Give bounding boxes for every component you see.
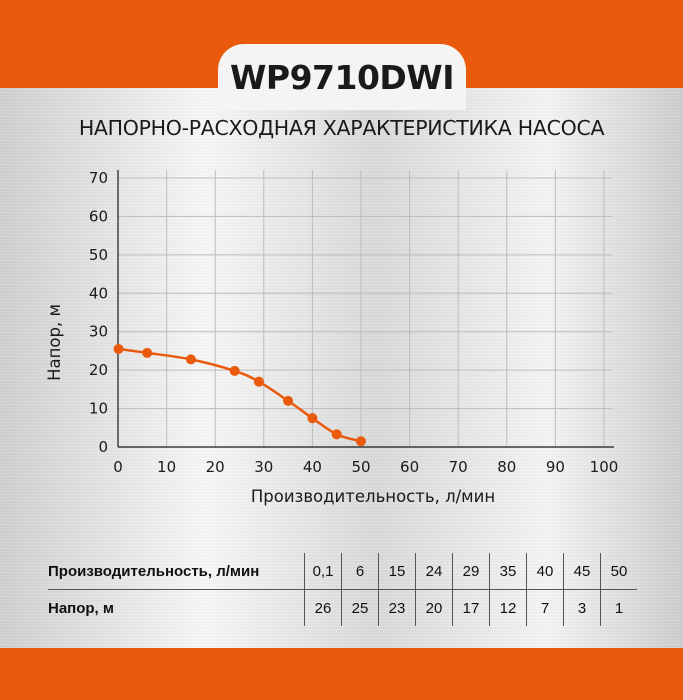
data-point: [331, 429, 342, 440]
table-cell: 3: [563, 589, 601, 626]
x-axis-label: Производительность, л/мин: [251, 487, 495, 506]
data-point: [307, 413, 318, 424]
table-cell: 12: [489, 589, 527, 626]
y-tick-label: 70: [89, 169, 108, 187]
model-title: WP9710DWI: [229, 57, 455, 97]
y-tick-label: 60: [89, 207, 108, 225]
x-tick-label: 90: [546, 458, 565, 476]
table-cell: 6: [341, 553, 379, 590]
data-point: [229, 365, 240, 376]
table-row-flow: Производительность, л/мин 0,1 6 15 24 29 35 40…: [48, 553, 637, 590]
table-cell: 45: [563, 553, 601, 590]
curve-line: [118, 347, 362, 443]
x-tick-label: 50: [351, 458, 370, 476]
row-label-head: Напор, м: [48, 599, 114, 617]
x-tick-label: 30: [254, 458, 273, 476]
chart-axes: [117, 170, 614, 448]
y-axis-label: Напор, м: [45, 304, 64, 381]
chart-title: НАПОРНО-РАСХОДНАЯ ХАРАКТЕРИСТИКА НАСОСА: [78, 116, 605, 140]
table-cell: 25: [341, 589, 379, 626]
x-tick-label: 0: [113, 458, 123, 476]
table-cell: 15: [378, 553, 416, 590]
y-tick-label: 10: [89, 400, 108, 418]
table-cell: 50: [600, 553, 637, 590]
data-point: [356, 436, 366, 447]
table-cell: 0,1: [304, 553, 342, 590]
y-tick-label: 40: [89, 284, 108, 302]
x-tick-label: 70: [449, 458, 468, 476]
chart-grid: [118, 170, 612, 447]
table-cell: 17: [452, 589, 490, 626]
y-axis-ticks: 0 10 20 30 40 50 60 70: [89, 169, 108, 456]
model-title-tab: WP9710DWI: [218, 44, 466, 110]
performance-table: Производительность, л/мин 0,1 6 15 24 29 35 40…: [48, 553, 637, 626]
x-tick-label: 20: [206, 458, 225, 476]
y-tick-label: 30: [89, 323, 108, 341]
table-cell: 35: [489, 553, 527, 590]
data-point: [142, 347, 153, 358]
table-row-head: Напор, м 26 25 23 20 17 12 7 3 1: [48, 589, 637, 626]
data-point: [185, 354, 196, 365]
x-tick-label: 60: [400, 458, 419, 476]
table-cell: 7: [526, 589, 564, 626]
table-cell: 24: [415, 553, 453, 590]
pump-curve-chart: 0 10 20 30 40 50 60 70 0 10 20 30 40 50 60 70 80 90 100 П…: [45, 169, 618, 506]
table-cell: 26: [304, 589, 342, 626]
x-tick-label: 100: [590, 458, 619, 476]
table-cell: 23: [378, 589, 416, 626]
data-point: [283, 395, 294, 406]
x-tick-label: 10: [157, 458, 176, 476]
y-tick-label: 0: [98, 438, 108, 456]
x-tick-label: 40: [303, 458, 322, 476]
y-tick-label: 20: [89, 361, 108, 379]
data-point: [253, 376, 264, 387]
table-cell: 29: [452, 553, 490, 590]
x-axis-ticks: 0 10 20 30 40 50 60 70 80 90 100: [113, 458, 618, 476]
data-point: [113, 344, 124, 355]
x-tick-label: 80: [497, 458, 516, 476]
table-cell: 20: [415, 589, 453, 626]
pump-curve-series: [113, 344, 366, 447]
row-label-flow: Производительность, л/мин: [48, 553, 305, 590]
y-tick-label: 50: [89, 246, 108, 264]
table-cell: 40: [526, 553, 564, 590]
table-cell: 1: [600, 589, 637, 626]
